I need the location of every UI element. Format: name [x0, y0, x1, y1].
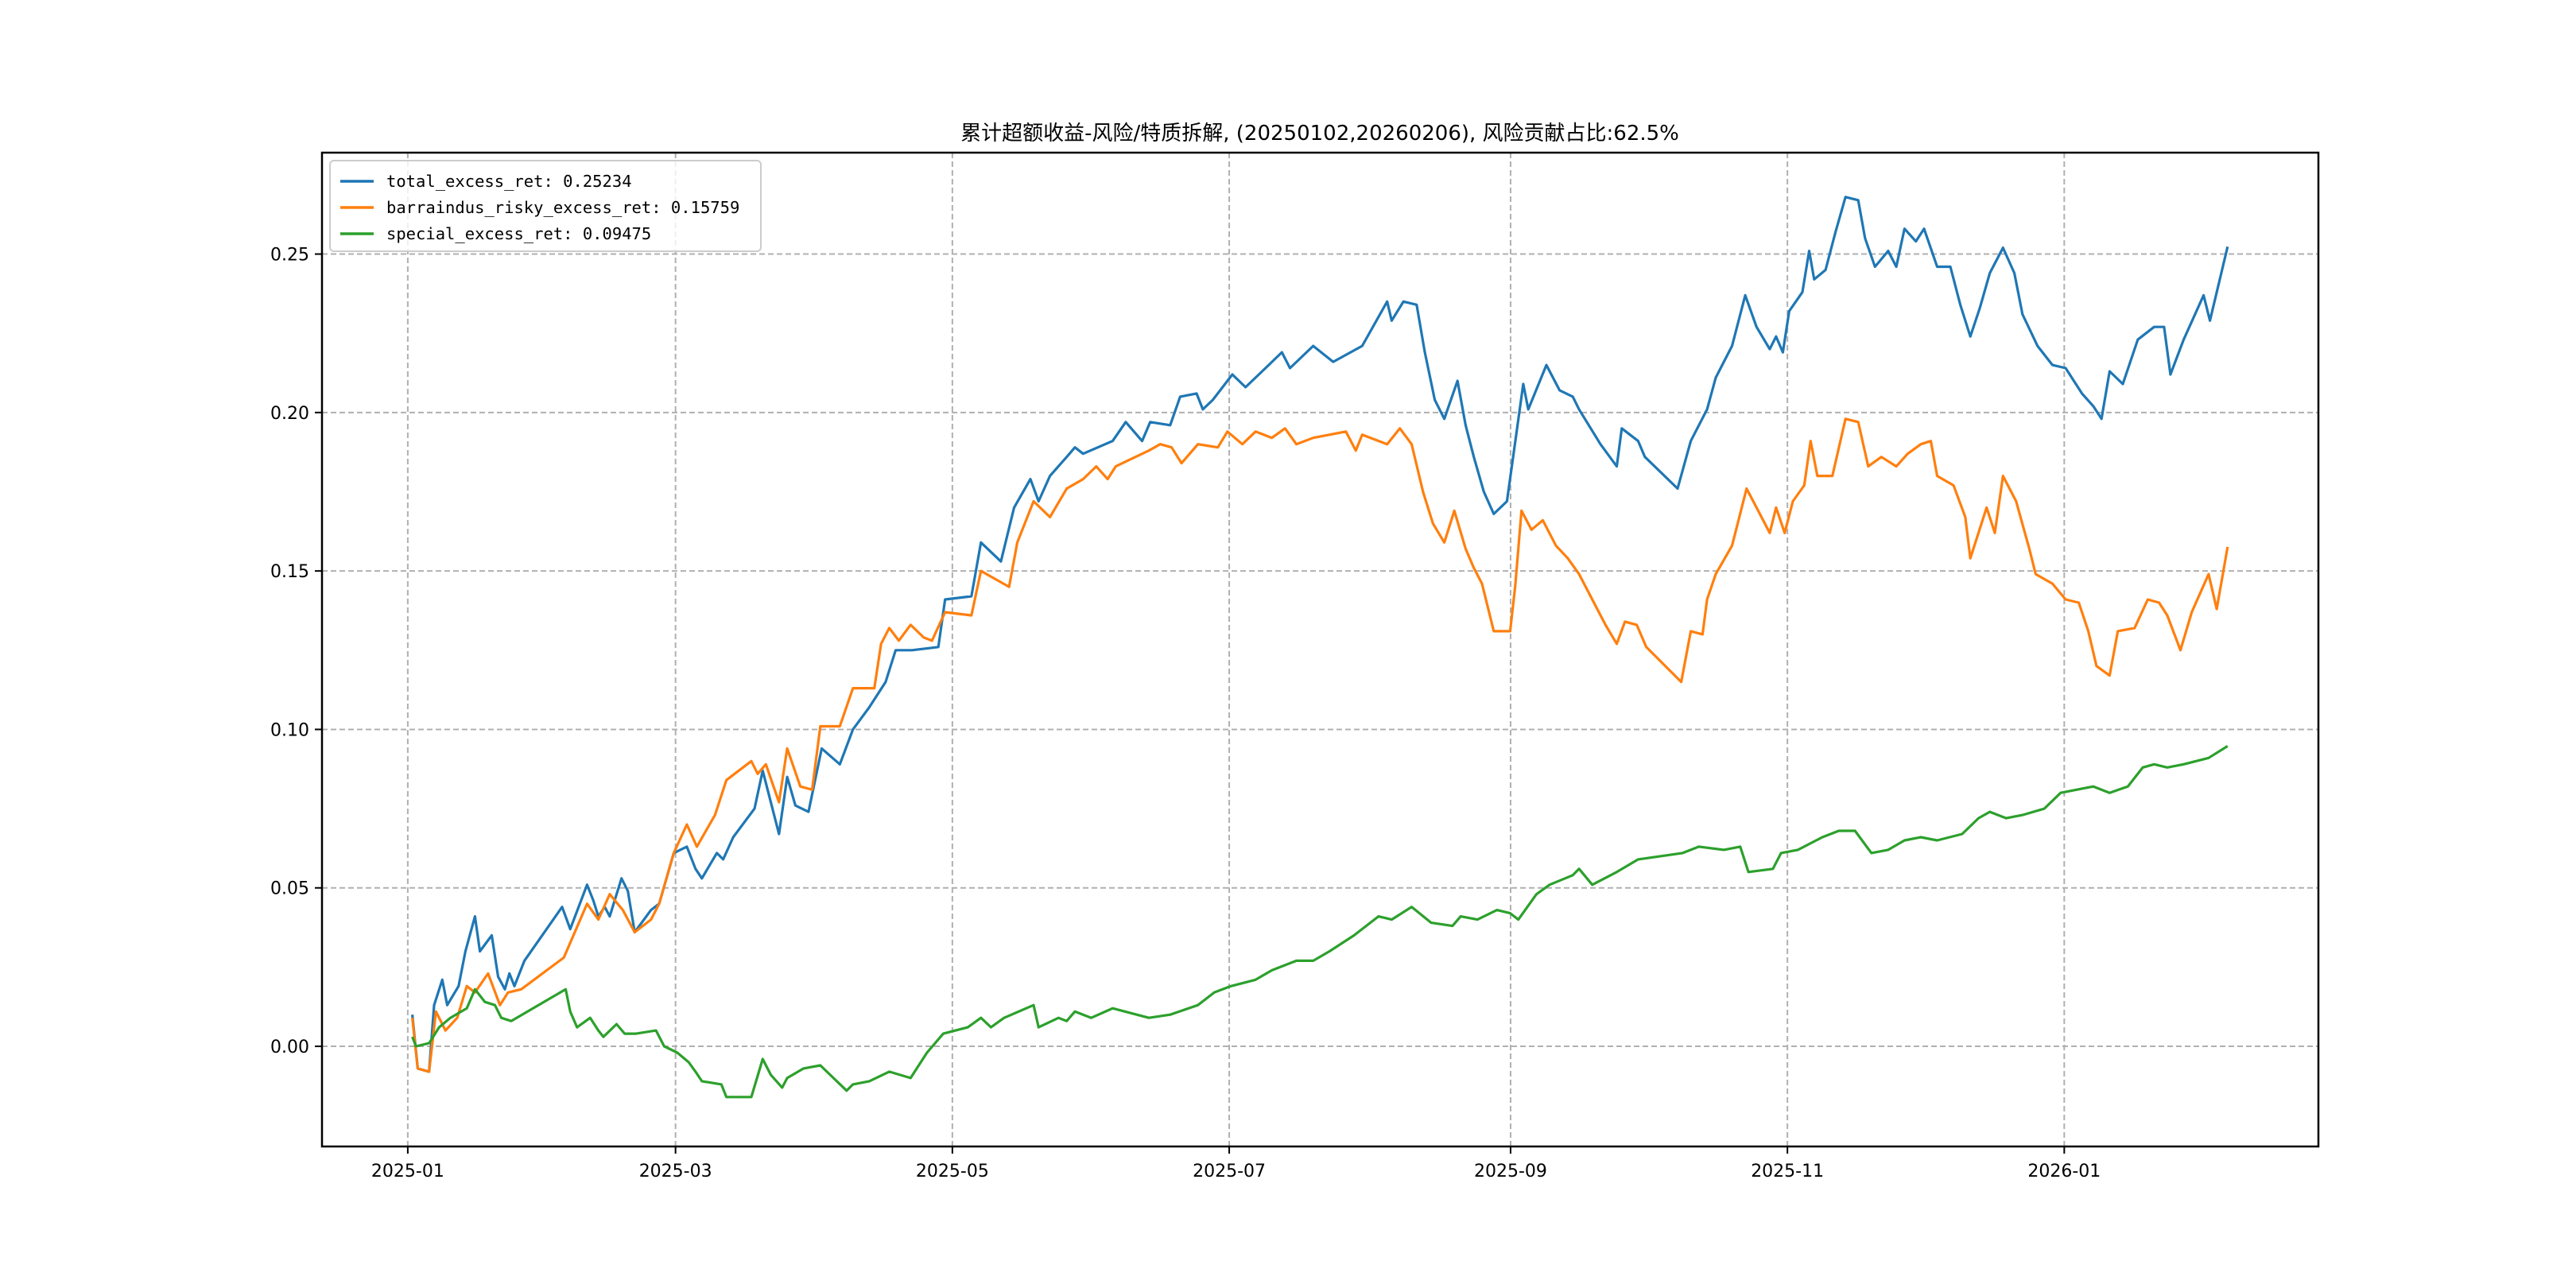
- chart-title: 累计超额收益-风险/特质拆解, (20250102,20260206), 风险贡…: [960, 122, 1679, 145]
- y-tick-label: 0.00: [270, 1038, 309, 1057]
- series-line-barraindus-risky-excess-ret: [411, 417, 2229, 1073]
- legend-label-special: special_excess_ret: 0.09475: [386, 224, 651, 243]
- x-tick-label: 2025-05: [916, 1162, 989, 1181]
- x-tick-label: 2025-01: [371, 1162, 444, 1181]
- legend-box: [329, 160, 762, 252]
- y-tick-label: 0.10: [270, 720, 309, 740]
- y-tick-label: 0.20: [270, 404, 309, 424]
- legend-label-total: total_excess_ret: 0.25234: [386, 172, 632, 191]
- series-lines: [411, 196, 2229, 1099]
- plot-frame: [320, 151, 2320, 1148]
- y-tick-label: 0.15: [270, 562, 309, 582]
- legend: total_excess_ret: 0.25234 barraindus_ris…: [329, 160, 762, 252]
- axis-ticks: 2025-01 2025-03 2025-05 2025-07 2025-09 2025-…: [270, 246, 2101, 1181]
- x-tick-label: 2025-09: [1474, 1162, 1547, 1181]
- x-tick-label: 2025-03: [639, 1162, 712, 1181]
- grid-lines: [322, 153, 2318, 1146]
- series-line-special-excess-ret: [411, 745, 2229, 1099]
- x-tick-label: 2025-11: [1751, 1162, 1824, 1181]
- x-tick-label: 2025-07: [1193, 1162, 1266, 1181]
- y-tick-label: 0.05: [270, 879, 309, 899]
- x-tick-label: 2026-01: [2027, 1162, 2101, 1181]
- y-tick-label: 0.25: [270, 246, 309, 266]
- legend-label-risky: barraindus_risky_excess_ret: 0.15759: [386, 198, 739, 217]
